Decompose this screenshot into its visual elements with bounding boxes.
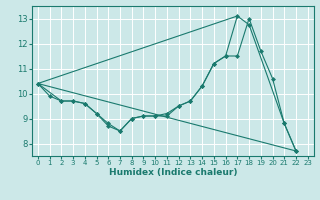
X-axis label: Humidex (Indice chaleur): Humidex (Indice chaleur): [108, 168, 237, 177]
